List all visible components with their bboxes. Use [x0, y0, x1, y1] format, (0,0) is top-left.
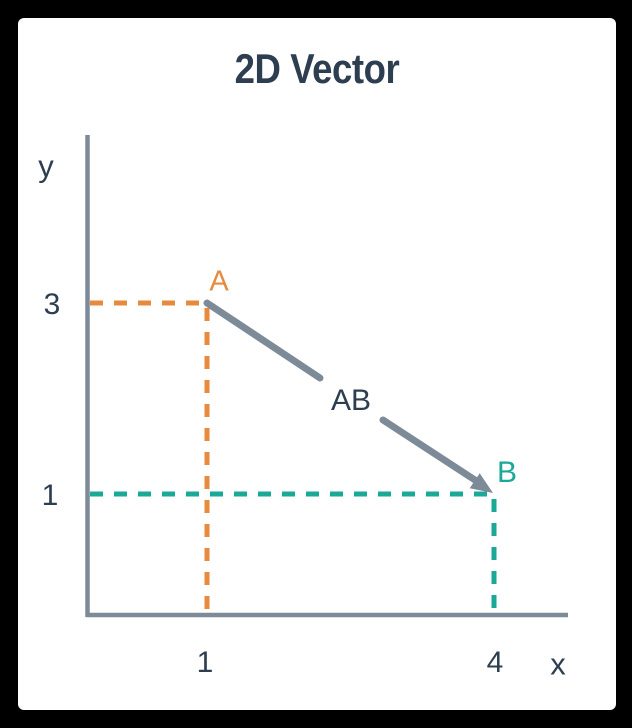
figure-title: 2D Vector — [234, 45, 400, 92]
x-axis-tick-4: 4 — [486, 646, 504, 679]
x-axis-label: x — [550, 646, 566, 682]
point-b-label: B — [496, 456, 518, 489]
vector-ab-arrowhead — [469, 473, 493, 493]
y-axis-tick-1: 1 — [41, 479, 59, 512]
vector-ab-label: AB — [330, 384, 372, 417]
vector-ab-segment-lower — [379, 416, 482, 486]
y-axis-label: y — [38, 148, 54, 184]
vector-ab-segment-upper — [203, 299, 324, 382]
vector-diagram-canvas — [85, 135, 568, 618]
figure-card: 2D Vector y 3 1 A AB B 1 4 x — [18, 18, 616, 710]
x-axis-tick-1: 1 — [196, 646, 214, 679]
y-axis-tick-3: 3 — [43, 288, 61, 321]
point-a-label: A — [209, 265, 229, 298]
